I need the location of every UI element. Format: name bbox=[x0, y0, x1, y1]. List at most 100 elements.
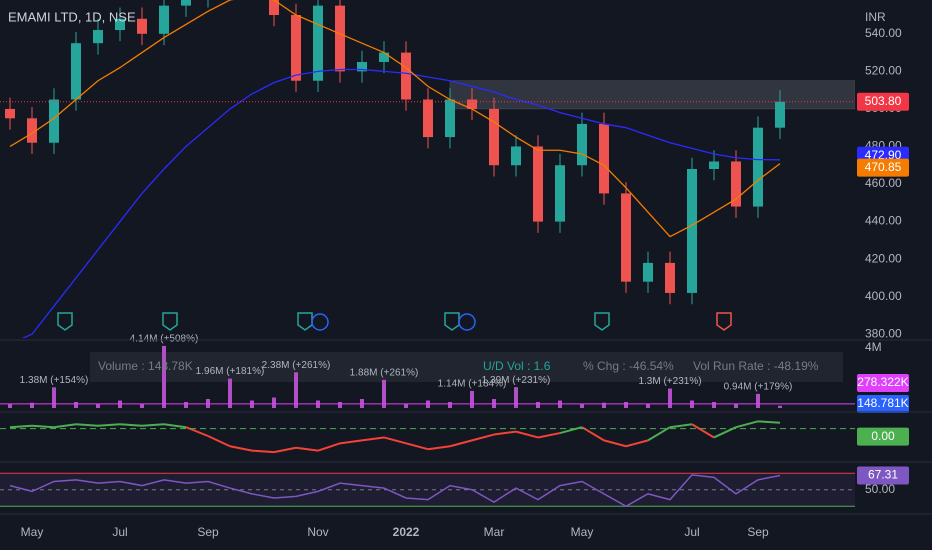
volume-bar bbox=[404, 403, 408, 408]
price-tag-label: 503.80 bbox=[865, 94, 902, 108]
oscillator-segment bbox=[185, 426, 209, 437]
oscillator-segment bbox=[537, 432, 561, 439]
y-tick-label: 440.00 bbox=[865, 214, 902, 228]
oscillator-segment bbox=[207, 435, 231, 448]
candle-body bbox=[489, 108, 499, 166]
oscillator-segment bbox=[317, 442, 341, 452]
x-tick-label: Jul bbox=[112, 525, 127, 539]
currency: INR bbox=[865, 10, 886, 24]
volume-bar bbox=[712, 402, 716, 408]
oscillator-segment bbox=[449, 439, 473, 448]
oscillator-segment bbox=[581, 426, 605, 442]
x-tick-label: Jul bbox=[684, 525, 699, 539]
volume-stat: U/D Vol : 1.6 bbox=[483, 359, 551, 373]
volume-bar bbox=[140, 403, 144, 408]
volume-bar bbox=[580, 403, 584, 408]
candle-body bbox=[687, 169, 697, 293]
candle-body bbox=[93, 30, 103, 44]
oscillator-segment bbox=[361, 436, 385, 442]
oscillator-segment bbox=[405, 442, 429, 451]
candle-body bbox=[753, 127, 763, 207]
volume-bar bbox=[646, 403, 650, 408]
volume-bar bbox=[734, 403, 738, 408]
volume-bar bbox=[756, 393, 760, 408]
candle-body bbox=[401, 52, 411, 100]
price-tag bbox=[857, 466, 909, 485]
volume-label: 1.39M (+231%) bbox=[482, 375, 551, 386]
oscillator-segment bbox=[603, 439, 627, 448]
volume-bar bbox=[96, 403, 100, 408]
y-tick-label: 540.00 bbox=[865, 26, 902, 40]
x-tick-label: Nov bbox=[307, 525, 328, 539]
candle-body bbox=[533, 146, 543, 222]
volume-label: 1.38M (+154%) bbox=[20, 375, 89, 386]
volume-bar bbox=[272, 397, 276, 408]
price-tag bbox=[857, 395, 909, 413]
candle-body bbox=[643, 262, 653, 282]
volume-bar bbox=[624, 402, 628, 408]
volume-bar bbox=[602, 402, 606, 408]
oscillator-segment bbox=[163, 423, 187, 429]
price-tag-label: 470.85 bbox=[865, 160, 902, 174]
oscillator-segment bbox=[273, 446, 297, 454]
volume-bar bbox=[668, 388, 672, 408]
candle-body bbox=[115, 18, 125, 31]
oscillator-segment bbox=[383, 436, 407, 445]
oscillator-segment bbox=[515, 430, 539, 439]
candle-body bbox=[775, 101, 785, 128]
chart-title: EMAMI LTD, 1D, NSE bbox=[8, 9, 136, 24]
candle-body bbox=[709, 161, 719, 169]
volume-bar bbox=[74, 402, 78, 408]
y-tick-label: 420.00 bbox=[865, 251, 902, 265]
volume-label: 2.38M (+261%) bbox=[262, 360, 331, 371]
price-tag bbox=[857, 374, 909, 392]
candle-body bbox=[423, 99, 433, 138]
oscillator-segment bbox=[427, 445, 451, 451]
oscillator-segment bbox=[119, 423, 143, 427]
stats-box bbox=[90, 352, 843, 382]
volume-bar bbox=[338, 402, 342, 408]
y-tick-label: 400.00 bbox=[865, 289, 902, 303]
volume-stat: Volume : 148.78K bbox=[98, 359, 193, 373]
volume-label: 1.3M (+231%) bbox=[638, 376, 701, 387]
candle-body bbox=[181, 0, 191, 6]
volume-stat: Vol Run Rate : -48.19% bbox=[693, 359, 819, 373]
candle-body bbox=[5, 108, 15, 119]
candle-body bbox=[577, 123, 587, 166]
candle-body bbox=[357, 61, 367, 72]
candle-body bbox=[665, 262, 675, 293]
oscillator-segment bbox=[471, 433, 495, 442]
candle-body bbox=[335, 5, 345, 72]
volume-bar bbox=[514, 387, 518, 408]
volume-label: 4.14M (+508%) bbox=[130, 334, 199, 345]
candle-body bbox=[49, 99, 59, 143]
price-tag-label: 472.90 bbox=[865, 148, 902, 162]
candle-body bbox=[159, 5, 169, 34]
rsi-line bbox=[9, 474, 781, 508]
volume-bar bbox=[382, 379, 386, 408]
candle-body bbox=[467, 99, 477, 109]
candle-body bbox=[555, 165, 565, 222]
price-tag bbox=[857, 92, 909, 111]
candle-body bbox=[621, 193, 631, 282]
oscillator-segment bbox=[691, 423, 715, 439]
volume-bar bbox=[294, 372, 298, 408]
price-tag bbox=[857, 158, 909, 177]
volume-bar bbox=[778, 405, 782, 408]
oscillator-segment bbox=[295, 446, 319, 452]
x-tick-label: May bbox=[571, 525, 594, 539]
y-tick-label: 380.00 bbox=[865, 326, 902, 340]
oscillator-segment bbox=[97, 423, 121, 427]
price-tag-label: 67.31 bbox=[868, 468, 898, 482]
earnings-icons bbox=[57, 312, 732, 331]
oscillator-segment bbox=[757, 420, 781, 424]
oscillator-segment bbox=[559, 426, 583, 435]
x-tick-label: Sep bbox=[197, 525, 219, 539]
price-tag-label: 148.781K bbox=[857, 396, 908, 410]
candle-body bbox=[291, 15, 301, 81]
oscillator-segment bbox=[53, 423, 77, 429]
oscillator-segment bbox=[669, 423, 693, 429]
candle-body bbox=[71, 43, 81, 100]
